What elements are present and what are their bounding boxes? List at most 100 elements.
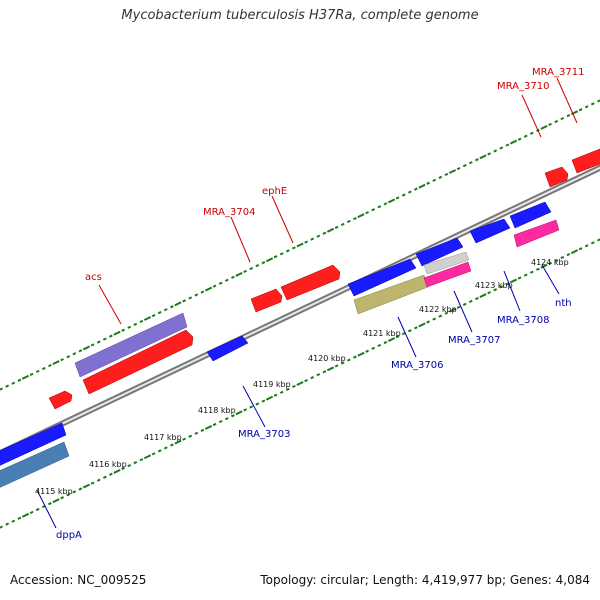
- label-MRA_3703[interactable]: MRA_3703: [238, 429, 290, 440]
- minor-tick: [200, 428, 205, 432]
- minor-tick: [407, 329, 412, 333]
- gene-MRA_3707-arrow[interactable]: [415, 237, 464, 267]
- gene-small-red-arrow[interactable]: [48, 390, 73, 410]
- minor-tick: [365, 211, 369, 215]
- minor-tick: [316, 234, 321, 238]
- label-MRA_3710[interactable]: MRA_3710: [497, 81, 549, 92]
- minor-tick: [401, 332, 406, 336]
- minor-tick: [273, 393, 278, 397]
- gene-MRA_3708-arrow[interactable]: [469, 218, 511, 244]
- minor-tick: [188, 434, 193, 438]
- label-MRA_3708[interactable]: MRA_3708: [497, 315, 549, 326]
- minor-tick: [371, 208, 376, 212]
- major-tick: [540, 124, 548, 130]
- minor-tick: [212, 422, 217, 427]
- gene-dppA-arrow[interactable]: [0, 422, 67, 470]
- major-tick: [570, 249, 579, 255]
- minor-tick: [243, 269, 247, 274]
- minor-tick: [96, 478, 101, 482]
- major-tick: [296, 242, 304, 248]
- feature-purple-bar[interactable]: [74, 312, 188, 378]
- feature-steelblue-bar[interactable]: [0, 441, 70, 492]
- minor-tick: [5, 384, 10, 388]
- label-MRA_3711[interactable]: MRA_3711: [532, 67, 584, 78]
- scale-label: 4121 kbp: [363, 329, 401, 338]
- minor-tick: [182, 437, 186, 441]
- gene-MRA_3706-arrow[interactable]: [347, 258, 417, 297]
- major-tick: [509, 278, 518, 284]
- major-tick: [52, 360, 60, 366]
- major-tick: [82, 345, 91, 351]
- gene-MRA_3703-arrow[interactable]: [206, 335, 249, 362]
- minor-tick: [157, 449, 162, 453]
- gene-labels: acs MRA_3704 ephE MRA_3710 MRA_3711 dppA…: [56, 67, 584, 541]
- gene-MRA_3711-arrow[interactable]: [571, 145, 600, 174]
- label-MRA_3706[interactable]: MRA_3706: [391, 360, 443, 371]
- minor-tick: [273, 255, 278, 259]
- major-tick: [357, 351, 365, 357]
- minor-tick: [255, 402, 260, 406]
- label-nth[interactable]: nth: [555, 298, 572, 309]
- label-dppA[interactable]: dppA: [56, 530, 82, 541]
- minor-tick: [66, 493, 71, 497]
- minor-tick: [90, 343, 95, 347]
- feature-pink-bar[interactable]: [423, 261, 472, 288]
- minor-tick: [285, 387, 290, 391]
- minor-tick: [414, 187, 418, 191]
- minor-tick: [505, 282, 510, 286]
- major-tick: [204, 286, 213, 292]
- minor-tick: [11, 381, 16, 385]
- minor-tick: [17, 516, 22, 520]
- gene-ephE-arrow[interactable]: [280, 264, 341, 301]
- major-tick: [479, 293, 487, 299]
- feature-pink-bar-2[interactable]: [513, 219, 560, 248]
- major-tick: [509, 139, 518, 145]
- minor-tick: [0, 387, 3, 391]
- minor-tick: [566, 114, 571, 118]
- feature-grey-bar[interactable]: [423, 251, 470, 275]
- major-tick: [174, 301, 182, 307]
- minor-tick: [96, 340, 101, 344]
- minor-tick: [292, 246, 296, 250]
- major-tick: [21, 512, 30, 518]
- minor-tick: [182, 299, 186, 303]
- major-tick: [235, 271, 243, 277]
- gene-nth-arrow[interactable]: [509, 201, 552, 229]
- major-tick: [448, 169, 457, 174]
- minor-tick: [218, 281, 223, 285]
- minor-tick: [127, 325, 132, 329]
- forward-genes: [48, 145, 600, 410]
- gene-acs-arrow[interactable]: [82, 329, 194, 395]
- label-MRA_3707[interactable]: MRA_3707: [448, 335, 500, 346]
- minor-tick: [590, 241, 595, 245]
- minor-tick: [487, 152, 491, 156]
- minor-tick: [468, 299, 473, 304]
- label-MRA_3704[interactable]: MRA_3704: [203, 207, 255, 218]
- gene-MRA_3710-arrow[interactable]: [544, 166, 569, 188]
- major-tick: [113, 330, 121, 336]
- minor-tick: [170, 443, 174, 447]
- minor-tick: [17, 378, 22, 382]
- gene-MRA_3704-arrow[interactable]: [250, 288, 283, 313]
- major-tick: [204, 425, 213, 430]
- minor-tick: [426, 320, 430, 324]
- minor-tick: [353, 355, 357, 359]
- minor-tick: [304, 378, 308, 383]
- minor-tick: [517, 276, 522, 280]
- minor-tick: [462, 164, 467, 168]
- minor-tick: [66, 355, 71, 359]
- major-tick: [265, 257, 274, 263]
- label-ephE[interactable]: ephE: [262, 186, 287, 197]
- label-acs[interactable]: acs: [85, 272, 102, 283]
- minor-tick: [590, 102, 595, 106]
- minor-tick: [109, 334, 113, 338]
- major-tick: [174, 439, 182, 445]
- minor-tick: [566, 252, 571, 257]
- feature-olive-bar[interactable]: [353, 274, 429, 315]
- minor-tick: [407, 190, 412, 194]
- minor-tick: [48, 502, 52, 506]
- major-tick: [143, 454, 152, 460]
- minor-tick: [35, 369, 40, 374]
- scale-label: 4123 kbp: [475, 281, 513, 290]
- minor-tick: [401, 193, 406, 197]
